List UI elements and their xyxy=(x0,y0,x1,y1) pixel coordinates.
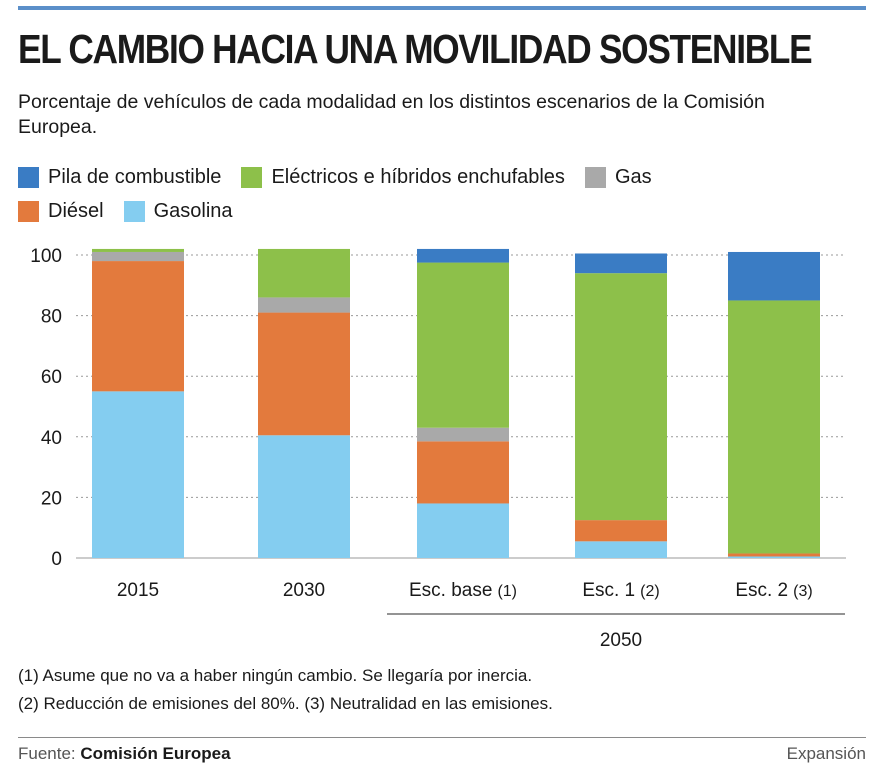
bar-segment-electricos-e-hibridos-enchufables-esc-2-3 xyxy=(728,300,820,554)
bar-segment-electricos-e-hibridos-enchufables-2015 xyxy=(92,248,184,252)
legend-item-diesel: Diésel xyxy=(18,200,104,223)
bar-segment-gas-esc-base-1 xyxy=(417,427,509,442)
footer-divider xyxy=(18,737,866,738)
bar-segment-electricos-e-hibridos-enchufables-esc-base-1 xyxy=(417,262,509,428)
legend-row: Pila de combustible Eléctricos e híbridos… xyxy=(18,163,868,191)
bar-segment-pila-de-combustible-esc-1-2 xyxy=(575,253,667,274)
legend-label: Gasolina xyxy=(153,199,233,222)
y-tick-label: 80 xyxy=(41,307,62,328)
legend-swatch xyxy=(123,200,145,222)
legend-label: Gas xyxy=(614,165,652,188)
bar-segment-diesel-esc-2-3 xyxy=(728,553,820,557)
bar-segment-gasolina-esc-1-2 xyxy=(575,541,667,558)
source-name: Comisión Europea xyxy=(80,744,231,763)
y-tick-label: 100 xyxy=(30,246,62,267)
legend-swatch xyxy=(18,200,39,222)
x-tick-main: 2030 xyxy=(283,580,325,601)
legend-swatch xyxy=(584,166,606,188)
y-tick-label: 20 xyxy=(41,488,62,509)
legend-label: Eléctricos e híbridos enchufables xyxy=(271,165,565,188)
bar-segment-gas-2015 xyxy=(92,251,184,262)
y-tick-label: 60 xyxy=(41,367,62,388)
legend-item-gasolina: Gasolina xyxy=(123,199,233,223)
legend: Pila de combustible Eléctricos e híbridos… xyxy=(18,163,868,231)
group-label-2050: 2050 xyxy=(600,630,642,651)
source-credit: Fuente: Comisión Europea xyxy=(18,744,231,764)
x-tick-label: Esc. 2 (3) xyxy=(735,580,812,601)
x-tick-main: Esc. 2 xyxy=(735,580,788,601)
bar-segment-electricos-e-hibridos-enchufables-esc-1-2 xyxy=(575,273,667,521)
chart-subtitle: Porcentaje de vehículos de cada modalida… xyxy=(18,91,765,138)
footnotes: (1) Asume que no va a haber ningún cambi… xyxy=(18,662,553,718)
bar-segment-diesel-esc-base-1 xyxy=(417,441,509,504)
bar-segment-gasolina-esc-2-3 xyxy=(728,556,820,558)
bar-segment-diesel-2015 xyxy=(92,261,184,392)
legend-item-electricos-e-hibridos-enchufables: Eléctricos e híbridos enchufables xyxy=(241,166,565,189)
footnote-1: (1) Asume que no va a haber ningún cambi… xyxy=(18,666,533,685)
bar-segment-gasolina-2030 xyxy=(258,435,350,558)
x-tick-main: 2015 xyxy=(117,580,159,601)
bar-segment-pila-de-combustible-esc-2-3 xyxy=(728,251,820,301)
publisher-brand: Expansión xyxy=(786,744,866,763)
x-tick-note: (2) xyxy=(640,583,660,600)
legend-swatch xyxy=(241,166,263,188)
bar-segment-gasolina-2015 xyxy=(92,391,184,558)
legend-row: Diésel Gasolina xyxy=(18,197,868,225)
legend-label: Pila de combustible xyxy=(48,165,222,188)
y-tick-label: 40 xyxy=(41,428,62,449)
bar-segment-electricos-e-hibridos-enchufables-2030 xyxy=(258,248,350,298)
y-tick-label: 0 xyxy=(51,549,62,570)
stacked-bar-chart: 0 20 40 60 80 100 2015 2030 Esc. base (1) Esc. 1 (2… xyxy=(30,246,846,651)
source-label: Fuente: xyxy=(18,744,76,763)
x-tick-label: Esc. 1 (2) xyxy=(582,580,659,601)
accent-bar xyxy=(18,6,866,10)
x-tick-main: Esc. 1 xyxy=(582,580,635,601)
chart-title: EL CAMBIO HACIA UNA MOVILIDAD SOSTENIBLE xyxy=(18,26,813,72)
bar-segment-gasolina-esc-base-1 xyxy=(417,503,509,558)
bar-segment-diesel-esc-1-2 xyxy=(575,520,667,542)
x-tick-label: 2015 xyxy=(117,580,159,601)
legend-item-gas: Gas xyxy=(584,165,652,189)
x-tick-label: 2030 xyxy=(283,580,325,601)
bar-segment-pila-de-combustible-esc-base-1 xyxy=(417,248,509,263)
legend-item-pila-de-combustible: Pila de combustible xyxy=(18,166,221,189)
legend-label: Diésel xyxy=(48,199,104,222)
x-tick-main: Esc. base xyxy=(409,580,492,601)
legend-swatch xyxy=(18,166,39,188)
x-tick-note: (1) xyxy=(497,583,517,600)
footnote-2: (2) Reducción de emisiones del 80%. (3) … xyxy=(18,694,553,713)
x-tick-label: Esc. base (1) xyxy=(409,580,517,601)
bar-segment-diesel-2030 xyxy=(258,312,350,436)
x-tick-note: (3) xyxy=(793,583,813,600)
bar-segment-gas-2030 xyxy=(258,297,350,313)
